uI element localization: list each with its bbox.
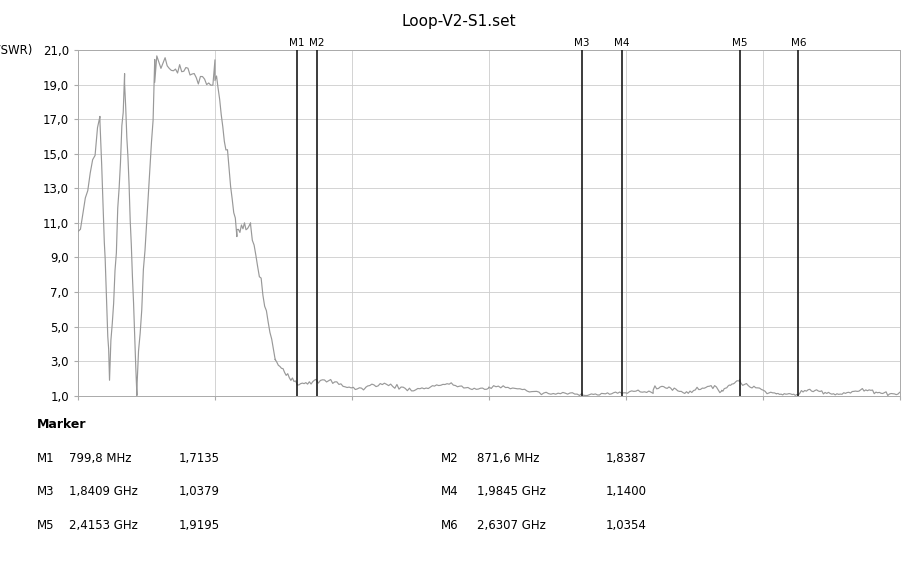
Text: Loop-V2-S1.set: Loop-V2-S1.set <box>402 14 516 29</box>
Text: 2,6307 GHz: 2,6307 GHz <box>477 519 546 532</box>
Text: 799,8 MHz: 799,8 MHz <box>69 452 131 465</box>
Text: 1,0354: 1,0354 <box>606 519 647 532</box>
Text: 1,7135: 1,7135 <box>179 452 220 465</box>
Text: M4: M4 <box>614 38 629 48</box>
Y-axis label: (VSWR): (VSWR) <box>0 44 33 57</box>
Text: M5: M5 <box>37 519 54 532</box>
Text: M1: M1 <box>289 38 305 48</box>
Text: 871,6 MHz: 871,6 MHz <box>477 452 540 465</box>
Text: M1: M1 <box>37 452 54 465</box>
Text: M5: M5 <box>732 38 747 48</box>
Text: Marker: Marker <box>37 418 86 431</box>
Text: M2: M2 <box>309 38 324 48</box>
Text: 1,9845 GHz: 1,9845 GHz <box>477 485 546 498</box>
Text: 1,8409 GHz: 1,8409 GHz <box>69 485 138 498</box>
Text: M2: M2 <box>441 452 458 465</box>
Text: M4: M4 <box>441 485 458 498</box>
Text: 1,8387: 1,8387 <box>606 452 647 465</box>
Text: M6: M6 <box>441 519 458 532</box>
Text: 1,1400: 1,1400 <box>606 485 647 498</box>
Text: 2,4153 GHz: 2,4153 GHz <box>69 519 138 532</box>
Text: M3: M3 <box>575 38 590 48</box>
Text: 1,9195: 1,9195 <box>179 519 220 532</box>
Text: M3: M3 <box>37 485 54 498</box>
Text: 1,0379: 1,0379 <box>179 485 220 498</box>
Text: M6: M6 <box>790 38 806 48</box>
